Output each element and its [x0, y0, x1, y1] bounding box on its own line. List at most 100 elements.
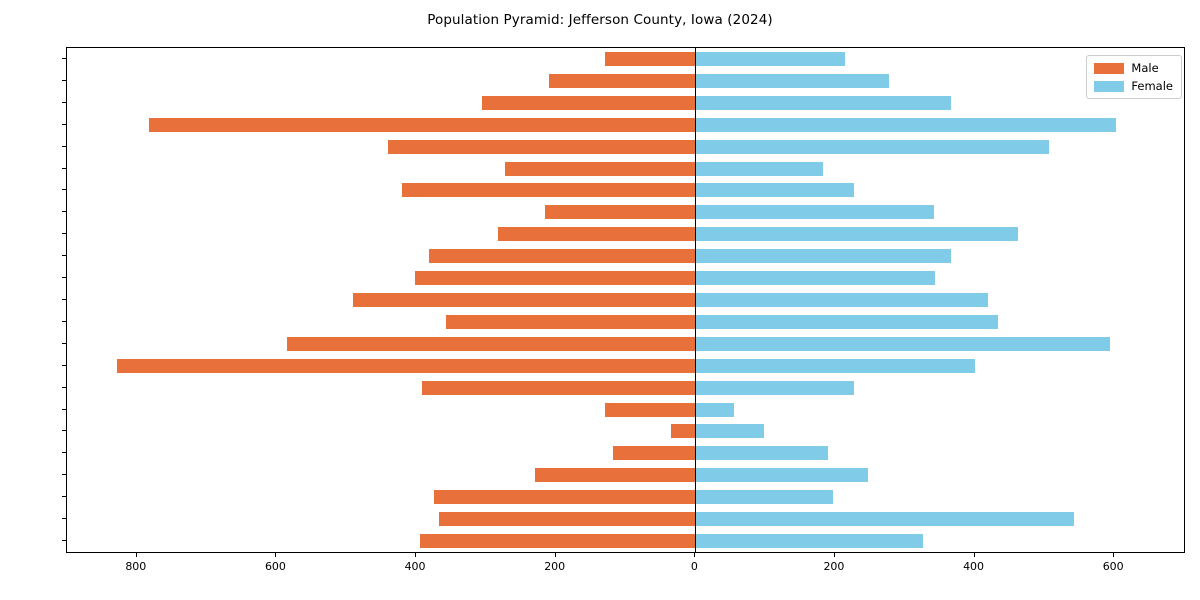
- x-tick-mark: [415, 553, 417, 557]
- bar-male[interactable]: [534, 468, 696, 483]
- bar-male[interactable]: [402, 183, 696, 198]
- bar-row: [67, 358, 1184, 373]
- bar-male[interactable]: [670, 424, 696, 439]
- bar-female[interactable]: [695, 161, 824, 176]
- bar-row: [67, 292, 1184, 307]
- bar-female[interactable]: [695, 380, 855, 395]
- y-tick-mark: [62, 320, 66, 322]
- y-tick-mark: [62, 299, 66, 300]
- y-tick-mark: [62, 79, 66, 81]
- y-tick-mark: [62, 189, 66, 191]
- bar-row: [67, 512, 1184, 527]
- bar-female[interactable]: [695, 95, 951, 110]
- bar-male[interactable]: [353, 292, 696, 307]
- y-tick-mark: [62, 474, 66, 476]
- x-tick-label: 200: [823, 560, 845, 573]
- bar-female[interactable]: [695, 512, 1074, 527]
- bar-female[interactable]: [695, 205, 935, 220]
- bar-male[interactable]: [414, 271, 696, 286]
- bar-male[interactable]: [419, 534, 696, 549]
- bar-row: [67, 139, 1184, 154]
- bar-male[interactable]: [388, 139, 696, 154]
- x-tick-mark: [135, 553, 137, 557]
- bar-female[interactable]: [695, 402, 734, 417]
- bar-row: [67, 73, 1184, 88]
- bar-row: [67, 336, 1184, 351]
- bar-female[interactable]: [695, 51, 846, 66]
- y-tick-mark: [62, 496, 66, 498]
- bar-male[interactable]: [605, 51, 696, 66]
- bar-row: [67, 161, 1184, 176]
- bar-male[interactable]: [545, 205, 696, 220]
- x-tick-mark: [694, 553, 696, 557]
- bar-male[interactable]: [548, 73, 696, 88]
- bar-male[interactable]: [439, 512, 696, 527]
- bar-female[interactable]: [695, 227, 1018, 242]
- legend-entry[interactable]: Male: [1094, 61, 1173, 75]
- bar-female[interactable]: [695, 534, 923, 549]
- y-tick-mark: [62, 255, 66, 257]
- y-tick-mark: [62, 167, 66, 169]
- y-axis: 85+80-8475-7970-7467-6965-6662-6460-6155…: [0, 0, 66, 600]
- bar-male[interactable]: [286, 336, 696, 351]
- y-tick-mark: [62, 277, 66, 279]
- bar-female[interactable]: [695, 117, 1116, 132]
- bar-female[interactable]: [695, 490, 833, 505]
- bar-female[interactable]: [695, 271, 936, 286]
- chart-title: Population Pyramid: Jefferson County, Io…: [427, 12, 773, 28]
- y-tick-mark: [62, 518, 66, 520]
- bar-row: [67, 51, 1184, 66]
- bar-row: [67, 249, 1184, 264]
- bar-row: [67, 490, 1184, 505]
- y-tick-mark: [62, 540, 66, 542]
- bar-row: [67, 424, 1184, 439]
- bar-male[interactable]: [505, 161, 696, 176]
- bar-female[interactable]: [695, 468, 868, 483]
- legend-entry[interactable]: Female: [1094, 79, 1173, 93]
- bar-male[interactable]: [612, 446, 696, 461]
- legend-swatch-icon: [1094, 80, 1125, 92]
- chart-legend: Male Female: [1086, 55, 1182, 99]
- bar-row: [67, 534, 1184, 549]
- bar-male[interactable]: [421, 380, 696, 395]
- bar-female[interactable]: [695, 183, 854, 198]
- bar-row: [67, 380, 1184, 395]
- x-tick-mark: [973, 553, 975, 557]
- bar-male[interactable]: [446, 314, 696, 329]
- x-tick-mark: [1113, 553, 1115, 557]
- bar-row: [67, 95, 1184, 110]
- bar-row: [67, 183, 1184, 198]
- bar-row: [67, 468, 1184, 483]
- bar-male[interactable]: [433, 490, 696, 505]
- bar-female[interactable]: [695, 249, 951, 264]
- bar-male[interactable]: [117, 358, 696, 373]
- legend-label: Male: [1131, 61, 1159, 75]
- bar-row: [67, 314, 1184, 329]
- x-tick-label: 600: [264, 560, 286, 573]
- bar-female[interactable]: [695, 139, 1050, 154]
- bar-male[interactable]: [498, 227, 696, 242]
- bar-female[interactable]: [695, 336, 1110, 351]
- legend-swatch-icon: [1094, 62, 1125, 74]
- bar-female[interactable]: [695, 73, 890, 88]
- bar-male[interactable]: [149, 117, 696, 132]
- bar-female[interactable]: [695, 424, 765, 439]
- y-tick-mark: [62, 123, 66, 125]
- bar-row: [67, 117, 1184, 132]
- bar-row: [67, 227, 1184, 242]
- y-tick-mark: [62, 430, 66, 432]
- bar-female[interactable]: [695, 314, 998, 329]
- y-tick-mark: [62, 364, 66, 366]
- bar-female[interactable]: [695, 446, 828, 461]
- x-tick-label: 800: [125, 560, 147, 573]
- bar-female[interactable]: [695, 292, 988, 307]
- bar-male[interactable]: [428, 249, 696, 264]
- bar-male[interactable]: [604, 402, 696, 417]
- bar-row: [67, 271, 1184, 286]
- bar-male[interactable]: [481, 95, 696, 110]
- y-tick-mark: [62, 101, 66, 103]
- zero-axis-line: [694, 48, 696, 552]
- bar-female[interactable]: [695, 358, 975, 373]
- y-tick-mark: [62, 386, 66, 388]
